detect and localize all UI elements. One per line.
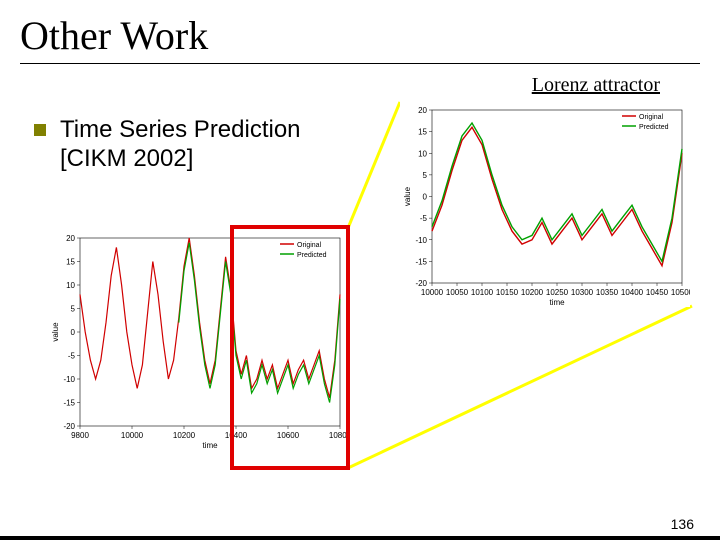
svg-text:9800: 9800: [71, 431, 89, 440]
svg-text:10500: 10500: [671, 288, 690, 297]
svg-text:-5: -5: [420, 214, 428, 223]
bullet-text: Time Series Prediction [CIKM 2002]: [60, 116, 301, 174]
svg-text:15: 15: [66, 258, 75, 267]
lorenz-label: Lorenz attractor: [532, 74, 660, 97]
bullet-item: Time Series Prediction [CIKM 2002]: [34, 116, 301, 174]
slide: Other Work Lorenz attractor Time Series …: [0, 0, 720, 540]
page-number: 136: [671, 516, 694, 532]
svg-text:10400: 10400: [225, 431, 248, 440]
svg-text:0: 0: [71, 328, 76, 337]
svg-text:10100: 10100: [471, 288, 494, 297]
svg-text:10050: 10050: [446, 288, 469, 297]
svg-text:time: time: [202, 441, 218, 450]
svg-text:10450: 10450: [646, 288, 669, 297]
bullet-line1: Time Series Prediction: [60, 116, 301, 143]
svg-text:Predicted: Predicted: [297, 252, 327, 259]
svg-text:20: 20: [418, 106, 427, 115]
svg-text:-15: -15: [415, 257, 427, 266]
svg-text:10200: 10200: [521, 288, 544, 297]
svg-text:10600: 10600: [277, 431, 300, 440]
right-chart: -20-15-10-505101520100001005010100101501…: [400, 102, 690, 307]
svg-text:10400: 10400: [621, 288, 644, 297]
left-chart: -20 -15 -10 -5 0 5 10 15 20 9800 10000 10200 10400 10…: [48, 230, 348, 450]
svg-text:-20: -20: [415, 279, 427, 288]
svg-text:10200: 10200: [173, 431, 196, 440]
svg-text:15: 15: [418, 128, 427, 137]
svg-text:10250: 10250: [546, 288, 569, 297]
svg-text:10: 10: [418, 149, 427, 158]
svg-text:5: 5: [71, 305, 76, 314]
svg-text:-5: -5: [68, 352, 76, 361]
svg-text:10000: 10000: [421, 288, 444, 297]
svg-text:-10: -10: [63, 375, 75, 384]
svg-text:-15: -15: [63, 399, 75, 408]
svg-text:Original: Original: [297, 242, 322, 249]
title-area: Other Work: [20, 12, 700, 64]
svg-text:Original: Original: [639, 114, 664, 121]
svg-text:-10: -10: [415, 236, 427, 245]
bullet-icon: [34, 124, 46, 136]
svg-text:20: 20: [66, 234, 75, 243]
svg-text:Predicted: Predicted: [639, 124, 669, 131]
svg-text:5: 5: [423, 171, 428, 180]
svg-text:value: value: [403, 186, 412, 206]
svg-text:10300: 10300: [571, 288, 594, 297]
svg-text:10000: 10000: [121, 431, 144, 440]
svg-text:-20: -20: [63, 422, 75, 431]
svg-text:10150: 10150: [496, 288, 519, 297]
bullet-line2: [CIKM 2002]: [60, 145, 193, 172]
shadow-bar: [0, 536, 720, 540]
svg-text:10800: 10800: [329, 431, 348, 440]
svg-text:10350: 10350: [596, 288, 619, 297]
svg-text:value: value: [51, 322, 60, 342]
slide-title: Other Work: [20, 12, 700, 59]
svg-text:time: time: [549, 298, 565, 307]
svg-text:0: 0: [423, 193, 428, 202]
svg-text:10: 10: [66, 281, 75, 290]
